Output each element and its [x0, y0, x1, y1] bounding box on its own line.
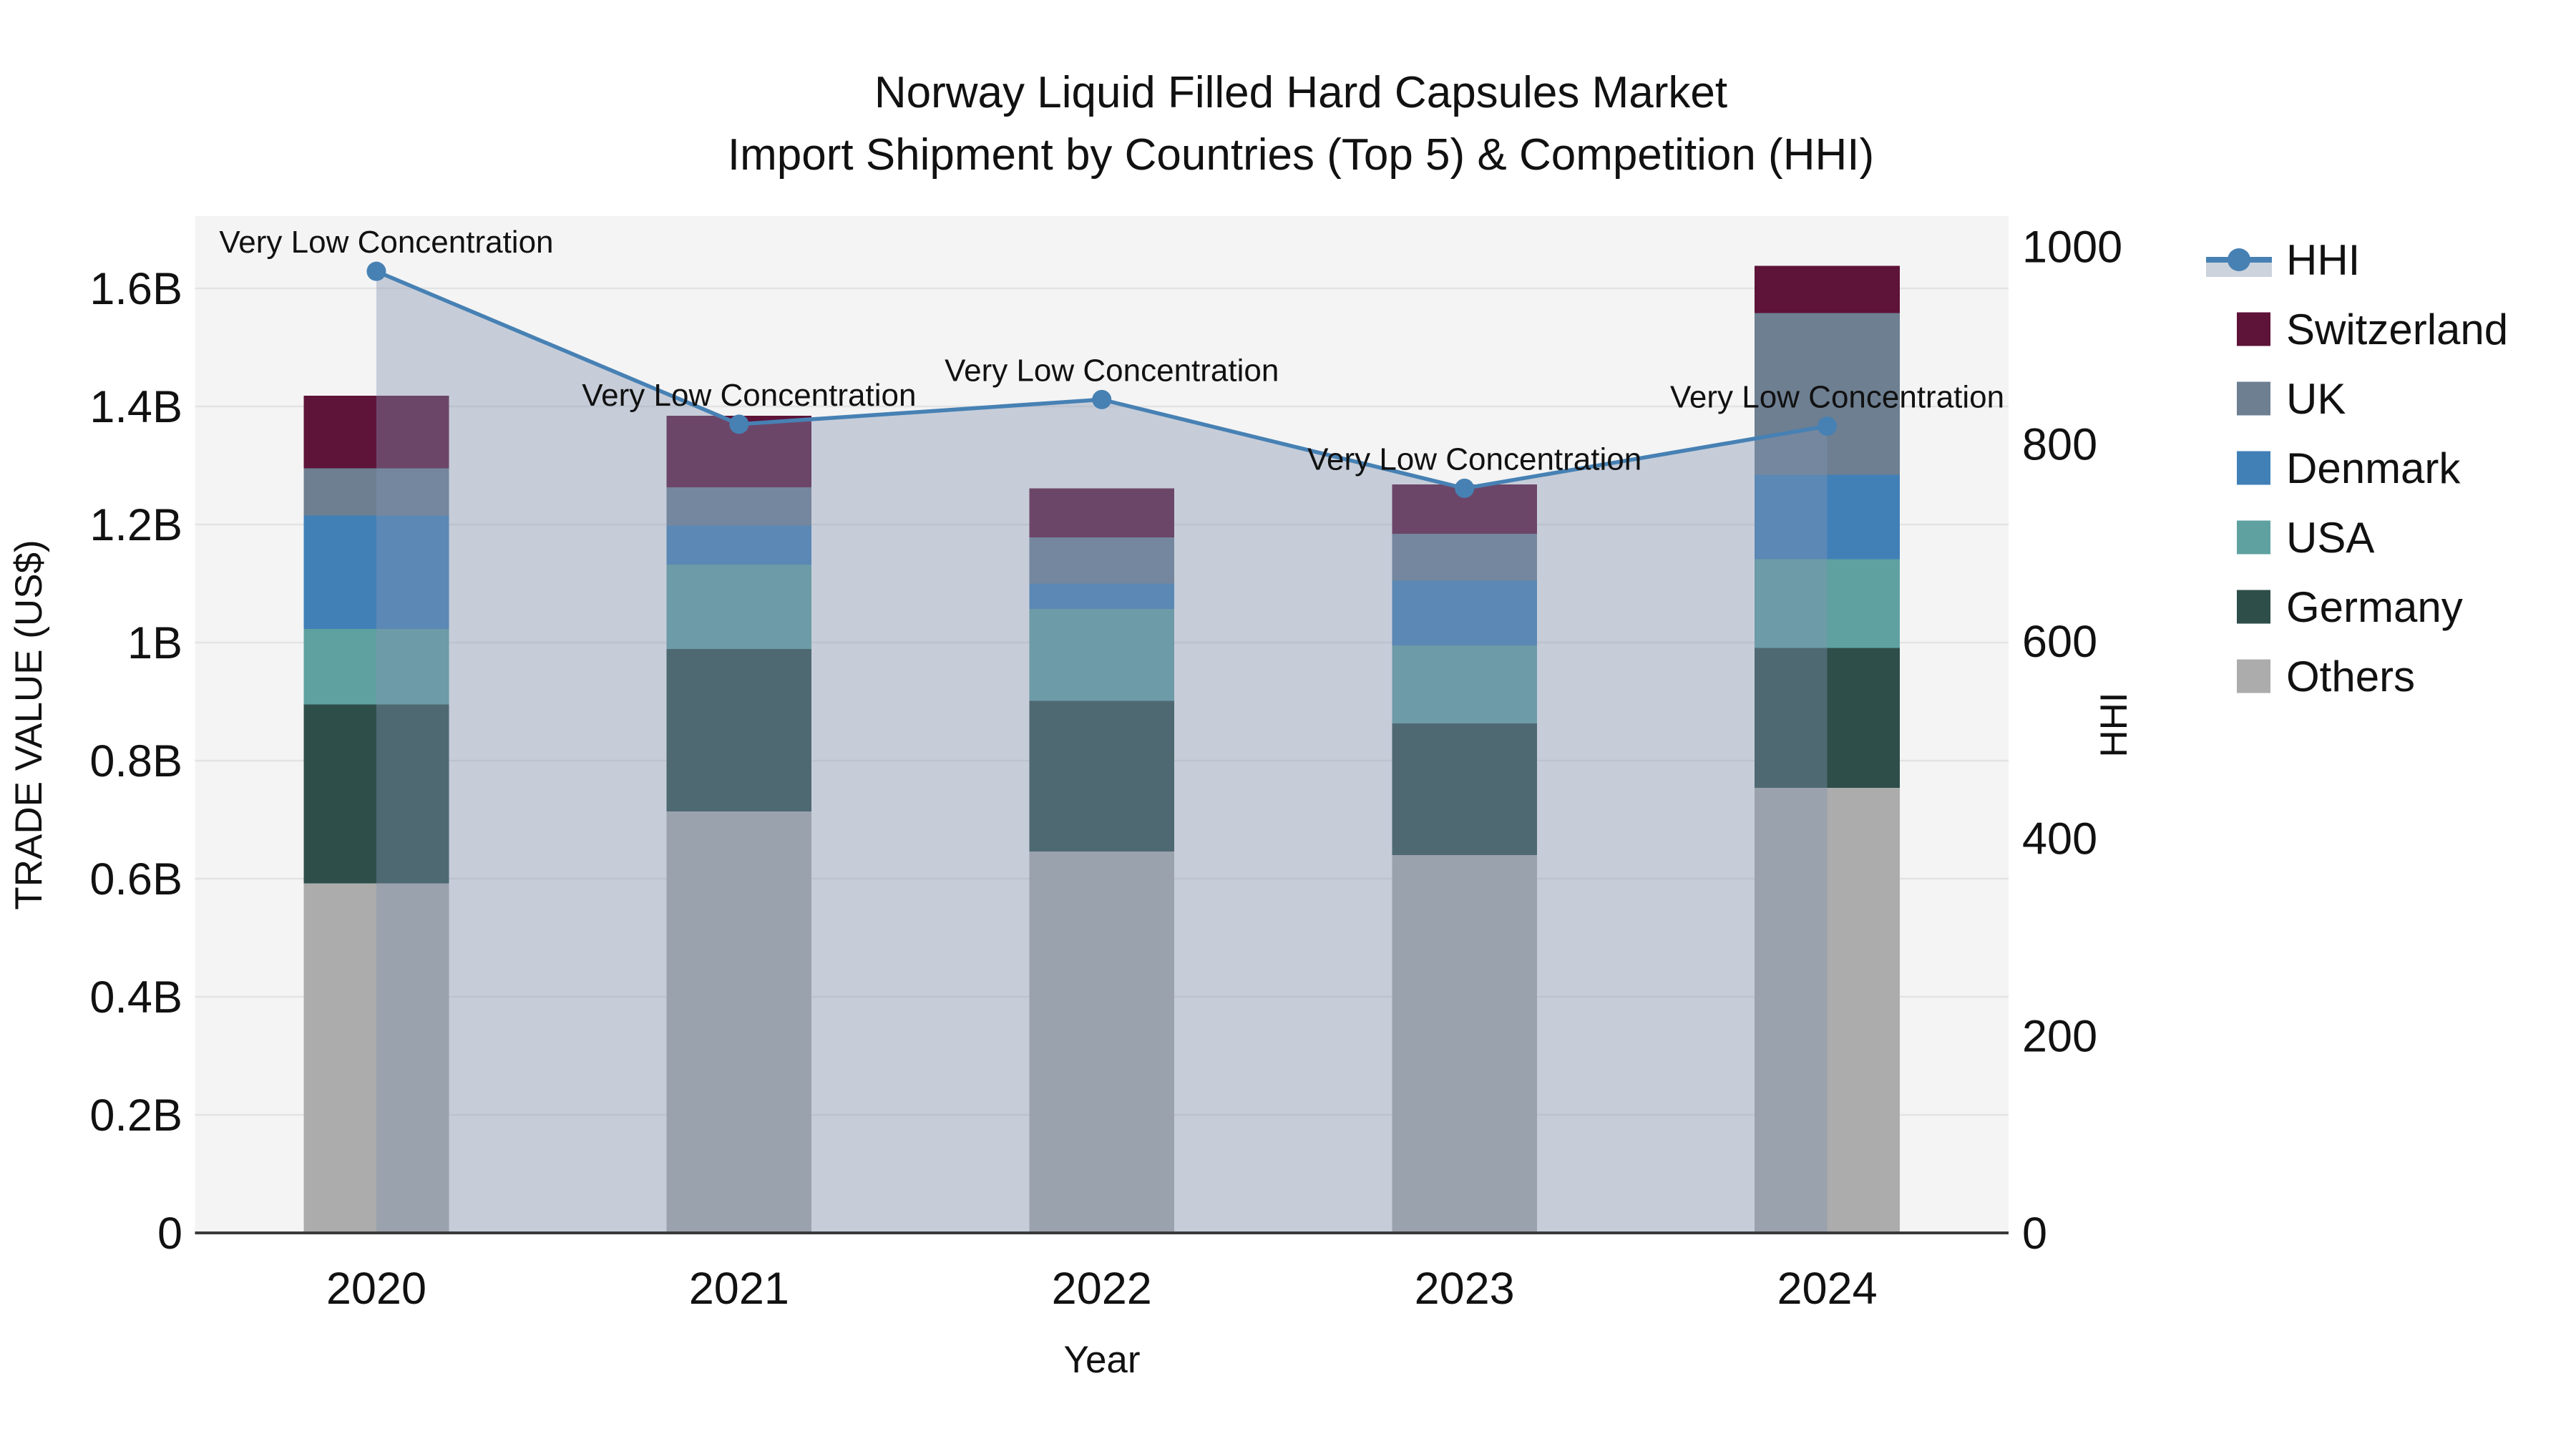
bar-segment-germany-2024 — [1755, 648, 1900, 788]
legend-item-others: Others — [2237, 653, 2415, 701]
bar-segment-denmark-2024 — [1755, 474, 1900, 560]
bar-segment-others-2022 — [1029, 852, 1175, 1233]
annotation-2021: Very Low Concentration — [582, 378, 916, 413]
x-tick-2021: 2021 — [689, 1264, 789, 1314]
chart-title-line-2: Import Shipment by Countries (Top 5) & C… — [728, 130, 1874, 180]
hhi-line — [366, 261, 1838, 498]
legend-label-switzerland: Switzerland — [2286, 306, 2508, 353]
bar-segment-uk-2023 — [1392, 534, 1538, 581]
chart-title-line-1: Norway Liquid Filled Hard Capsules Marke… — [874, 68, 1727, 117]
y-right-tick-0: 0 — [2022, 1209, 2047, 1259]
y-left-tick-0.6B: 0.6B — [89, 854, 182, 904]
hhi-marker-2021 — [729, 414, 749, 434]
bar-segment-usa-2021 — [666, 565, 812, 650]
legend-swatch-germany — [2237, 590, 2270, 624]
hhi-marker-2024 — [1818, 416, 1838, 436]
bar-segment-others-2020 — [303, 883, 449, 1233]
y-right-tick-800: 800 — [2022, 419, 2097, 469]
legend-hhi-marker-swatch — [2228, 248, 2250, 271]
bar-segment-usa-2022 — [1029, 608, 1175, 701]
bar-segment-germany-2023 — [1392, 723, 1538, 855]
legend-item-germany: Germany — [2237, 583, 2463, 631]
legend-swatch-switzerland — [2237, 312, 2270, 346]
bar-segment-denmark-2022 — [1029, 583, 1175, 609]
bar-segment-uk-2022 — [1029, 537, 1175, 584]
annotation-2024: Very Low Concentration — [1670, 380, 2004, 415]
y-axis-right-title: HHI — [2093, 692, 2135, 757]
legend: HHI Switzerland UK Denmark USA Germany Others — [2206, 236, 2508, 701]
y-axis-right-tick-labels: 0 200 400 600 800 1000 — [2022, 223, 2122, 1259]
legend-label-denmark: Denmark — [2286, 444, 2461, 492]
legend-swatch-usa — [2237, 520, 2270, 555]
y-left-tick-0.2B: 0.2B — [89, 1091, 182, 1141]
bar-segment-germany-2022 — [1029, 701, 1175, 852]
hhi-marker-2022 — [1092, 389, 1112, 409]
x-tick-2022: 2022 — [1052, 1264, 1152, 1314]
bar-segment-uk-2024 — [1755, 313, 1900, 475]
legend-item-uk: UK — [2237, 375, 2346, 423]
bar-segment-switzerland-2024 — [1755, 265, 1900, 313]
y-right-tick-400: 400 — [2022, 814, 2097, 864]
y-left-tick-0: 0 — [157, 1209, 182, 1259]
bar-segment-denmark-2020 — [303, 515, 449, 630]
x-axis-title: Year — [1063, 1339, 1140, 1381]
y-left-tick-1.6B: 1.6B — [89, 264, 182, 314]
legend-swatch-others — [2237, 659, 2270, 693]
y-left-tick-1.2B: 1.2B — [89, 500, 182, 550]
legend-label-uk: UK — [2286, 375, 2346, 423]
bar-segment-usa-2024 — [1755, 559, 1900, 648]
bar-segment-uk-2021 — [666, 487, 812, 526]
y-axis-left-tick-labels: 0 0.2B 0.4B 0.6B 0.8B 1B 1.2B 1.4B 1.6B — [89, 264, 182, 1259]
x-tick-2024: 2024 — [1777, 1264, 1877, 1314]
x-axis-tick-labels: 2020 2021 2022 2023 2024 — [326, 1264, 1878, 1314]
legend-label-usa: USA — [2286, 514, 2374, 562]
legend-label-others: Others — [2286, 653, 2415, 701]
y-right-tick-600: 600 — [2022, 617, 2097, 667]
bar-segment-germany-2020 — [303, 704, 449, 884]
y-axis-left-title: TRADE VALUE (US$) — [8, 540, 50, 909]
bar-segment-switzerland-2022 — [1029, 488, 1175, 538]
bar-segment-denmark-2021 — [666, 525, 812, 565]
y-left-tick-1B: 1B — [127, 618, 182, 668]
x-tick-2020: 2020 — [326, 1264, 426, 1314]
bar-segment-others-2023 — [1392, 854, 1538, 1233]
hhi-point-annotations: Very Low Concentration Very Low Concentra… — [219, 225, 2004, 477]
y-left-tick-0.4B: 0.4B — [89, 972, 182, 1023]
legend-label-hhi: HHI — [2286, 236, 2360, 284]
bar-segment-germany-2021 — [666, 649, 812, 811]
bar-segment-denmark-2023 — [1392, 580, 1538, 646]
bar-segment-uk-2020 — [303, 468, 449, 516]
legend-item-denmark: Denmark — [2237, 444, 2461, 492]
hhi-marker-2023 — [1455, 478, 1475, 498]
y-right-tick-200: 200 — [2022, 1011, 2097, 1061]
y-right-tick-1000: 1000 — [2022, 223, 2122, 273]
annotation-2023: Very Low Concentration — [1307, 441, 1641, 477]
legend-item-hhi: HHI — [2206, 236, 2360, 284]
bar-segment-usa-2023 — [1392, 645, 1538, 724]
bar-segment-others-2021 — [666, 811, 812, 1233]
y-left-tick-0.8B: 0.8B — [89, 736, 182, 786]
legend-swatch-denmark — [2237, 451, 2270, 485]
legend-item-switzerland: Switzerland — [2237, 306, 2508, 353]
bar-segment-switzerland-2020 — [303, 396, 449, 469]
stacked-bars — [303, 265, 1900, 1233]
legend-label-germany: Germany — [2286, 583, 2463, 631]
y-left-tick-1.4B: 1.4B — [89, 382, 182, 432]
bar-segment-others-2024 — [1755, 787, 1900, 1233]
legend-item-usa: USA — [2237, 514, 2374, 562]
annotation-2022: Very Low Concentration — [945, 353, 1279, 388]
x-tick-2023: 2023 — [1415, 1264, 1515, 1314]
hhi-marker-2020 — [366, 261, 386, 281]
legend-swatch-uk — [2237, 381, 2270, 416]
annotation-2020: Very Low Concentration — [219, 225, 553, 260]
hhi-area-fill — [376, 271, 1828, 1233]
bar-segment-usa-2020 — [303, 629, 449, 705]
